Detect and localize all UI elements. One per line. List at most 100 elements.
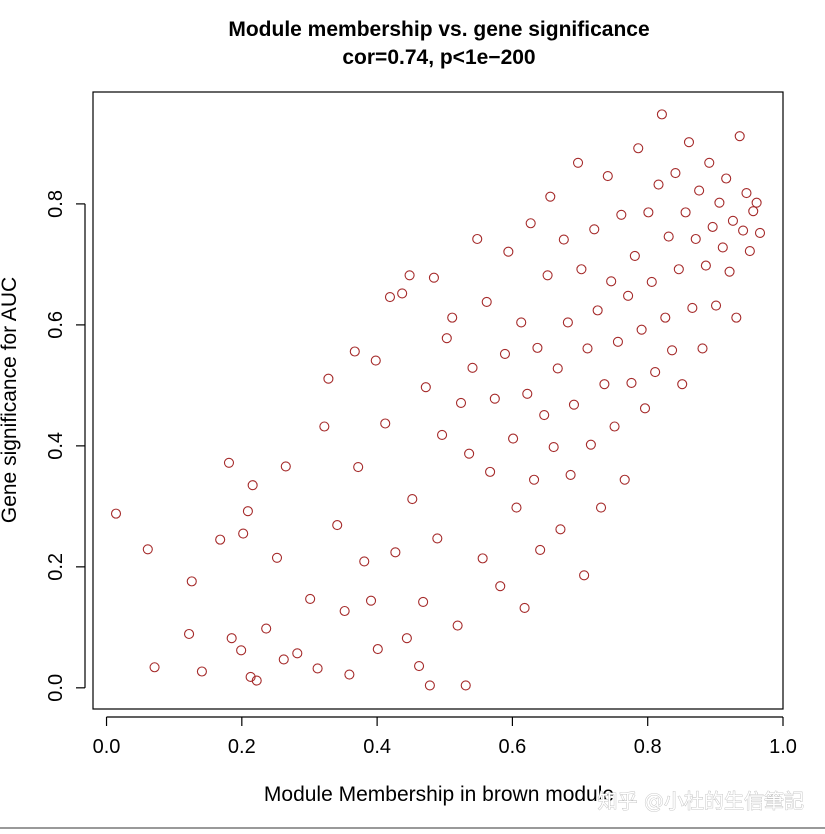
data-point [455,397,467,408]
data-point [184,628,195,640]
data-point [305,593,316,604]
data-point [464,448,475,459]
data-point [714,197,725,208]
data-point [312,663,323,674]
data-point [568,399,580,410]
data-point [251,675,262,686]
data-point [238,528,249,539]
data-point [495,581,506,592]
data-point [353,461,364,473]
x-axis: 0.0 0.2 0.4 0.6 0.8 1.0 [93,716,797,758]
data-point [656,109,667,120]
data-point [636,324,647,335]
data-point [585,439,596,450]
data-point [727,215,738,226]
data-point [529,474,540,485]
data-point [707,221,718,232]
scatter-points [110,109,766,691]
data-point [186,576,197,587]
data-point [110,508,122,519]
data-point [633,143,644,154]
data-point [142,544,153,555]
y-axis-label: Gene significance for AUC [0,277,21,523]
data-point [612,336,623,347]
data-point [606,276,617,287]
data-point [643,207,654,218]
data-point [599,379,610,390]
data-point [558,234,569,245]
data-point [616,209,627,220]
data-point [734,131,745,142]
y-tick-label: 0.0 [45,674,67,702]
data-point [565,469,576,480]
data-point [485,466,496,477]
data-point [397,288,408,299]
chart-title: Module membership vs. gene significance [228,18,649,41]
data-point [519,602,530,614]
data-point [261,623,272,634]
data-point [629,250,640,261]
data-point [717,242,728,253]
data-point [372,644,383,655]
data-point [407,494,418,505]
data-point [516,317,527,328]
data-point [535,544,546,555]
data-point [247,480,258,491]
data-point [748,206,759,217]
x-tick-label: 0.4 [363,736,391,758]
data-point [751,197,762,208]
data-point [650,367,661,378]
data-point [467,362,478,373]
data-point [149,662,160,673]
data-point [365,595,377,606]
data-point [542,270,553,281]
data-point [589,224,600,235]
x-tick-label: 0.6 [499,736,527,758]
data-point [744,246,755,257]
data-point [441,333,452,344]
x-tick-label: 0.2 [228,736,256,758]
data-point [525,218,536,229]
chart-subtitle: cor=0.74, p<1e−200 [342,46,535,69]
data-point [226,633,237,644]
data-point [384,292,396,303]
y-tick-label: 0.6 [45,311,67,339]
data-point [579,570,590,581]
data-point [582,343,593,354]
data-point [754,227,766,238]
data-point [673,264,684,275]
data-point [522,388,533,399]
data-point [595,502,607,513]
data-point [639,403,651,414]
x-axis-label: Module Membership in brown module [264,783,614,806]
data-point [646,276,657,287]
data-point [332,520,343,531]
y-axis: 0.0 0.2 0.4 0.6 0.8 [45,190,86,702]
data-point [472,233,483,245]
data-point [428,272,439,283]
watermark-text: 知乎 @小杜的生信筆記 [598,789,804,813]
data-point [731,312,742,323]
data-point [344,669,355,680]
data-point [721,173,732,184]
data-point [420,382,431,393]
data-point [359,556,370,567]
data-point [623,290,634,301]
data-point [724,266,735,277]
data-point [370,355,381,366]
data-point [390,547,401,558]
data-point [660,312,671,323]
data-point [245,671,256,682]
data-point [339,605,350,617]
data-point [489,393,500,404]
data-point [704,157,715,168]
data-point [667,345,678,356]
x-tick-label: 0.8 [634,736,662,758]
data-point [602,171,613,182]
y-tick-label: 0.8 [45,190,67,218]
data-point [680,207,691,218]
data-point [562,317,573,328]
data-point [626,377,637,389]
data-point [215,534,226,545]
